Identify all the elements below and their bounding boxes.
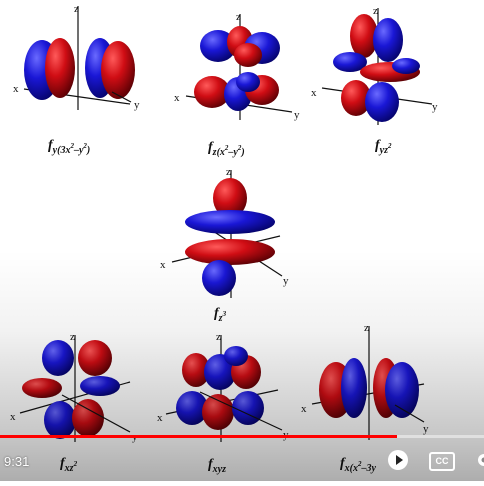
label-sup: 3 xyxy=(223,310,227,318)
axis-y-label: y xyxy=(432,101,438,113)
orbital-fxz2: z x y xyxy=(10,331,138,443)
orbital-fxyz: z x y xyxy=(157,331,289,442)
label-sub-text: y(3x xyxy=(53,145,71,156)
label-tail: ) xyxy=(87,145,90,156)
gear-icon[interactable] xyxy=(474,450,484,470)
orbital-label-fzx2y2: fz(x2–y2) xyxy=(208,140,245,158)
axis-x-label: x xyxy=(160,259,166,271)
axis-x-label: x xyxy=(311,87,317,99)
axis-z-label: z xyxy=(236,11,241,23)
label-tail: ) xyxy=(241,147,244,158)
axis-x-label: x xyxy=(301,403,307,415)
orbital-label-fy3x2y2: fy(3x2–y2) xyxy=(48,138,90,156)
progress-played[interactable] xyxy=(0,435,397,438)
label-sub-text: z(x xyxy=(213,147,225,158)
axis-z-label: z xyxy=(74,3,79,15)
orbital-fzx2y2: z x y xyxy=(174,11,300,121)
axis-y-label: y xyxy=(294,109,300,121)
current-time: 9:31 xyxy=(4,454,29,469)
axis-z-label: z xyxy=(373,5,378,17)
captions-button[interactable]: CC xyxy=(429,452,455,471)
axis-z-label: z xyxy=(226,166,231,178)
orbital-fy3x2y2: z x y xyxy=(13,3,140,111)
play-icon[interactable] xyxy=(388,450,408,470)
axis-y-label: y xyxy=(283,275,289,287)
axis-y-label: y xyxy=(134,99,140,111)
axis-x-label: x xyxy=(13,83,19,95)
orbital-fxx23y2: z x y xyxy=(301,322,429,440)
orbital-label-fyz2: fyz2 xyxy=(375,138,392,156)
label-sub: z(x2–y2) xyxy=(213,147,245,158)
label-sub: yz2 xyxy=(380,145,392,156)
orbital-fz3: z x y xyxy=(160,166,289,298)
axis-z-label: z xyxy=(70,331,75,343)
label-sup: 2 xyxy=(388,142,392,150)
label-sub-text: yz xyxy=(380,145,388,156)
axis-x-label: x xyxy=(157,412,163,424)
player-controls: 9:31 CC xyxy=(0,432,484,481)
axis-z-label: z xyxy=(216,331,221,343)
orbital-label-fz3: fz3 xyxy=(214,306,226,324)
orbital-fyz2: z x y xyxy=(311,5,438,125)
label-sub2: –y xyxy=(74,145,83,156)
label-sub: y(3x2–y2) xyxy=(53,145,91,156)
label-sub2: –y xyxy=(228,147,237,158)
axis-x-label: x xyxy=(174,92,180,104)
label-sub: z3 xyxy=(219,313,226,324)
axis-z-label: z xyxy=(364,322,369,334)
axis-x-label: x xyxy=(10,411,16,423)
